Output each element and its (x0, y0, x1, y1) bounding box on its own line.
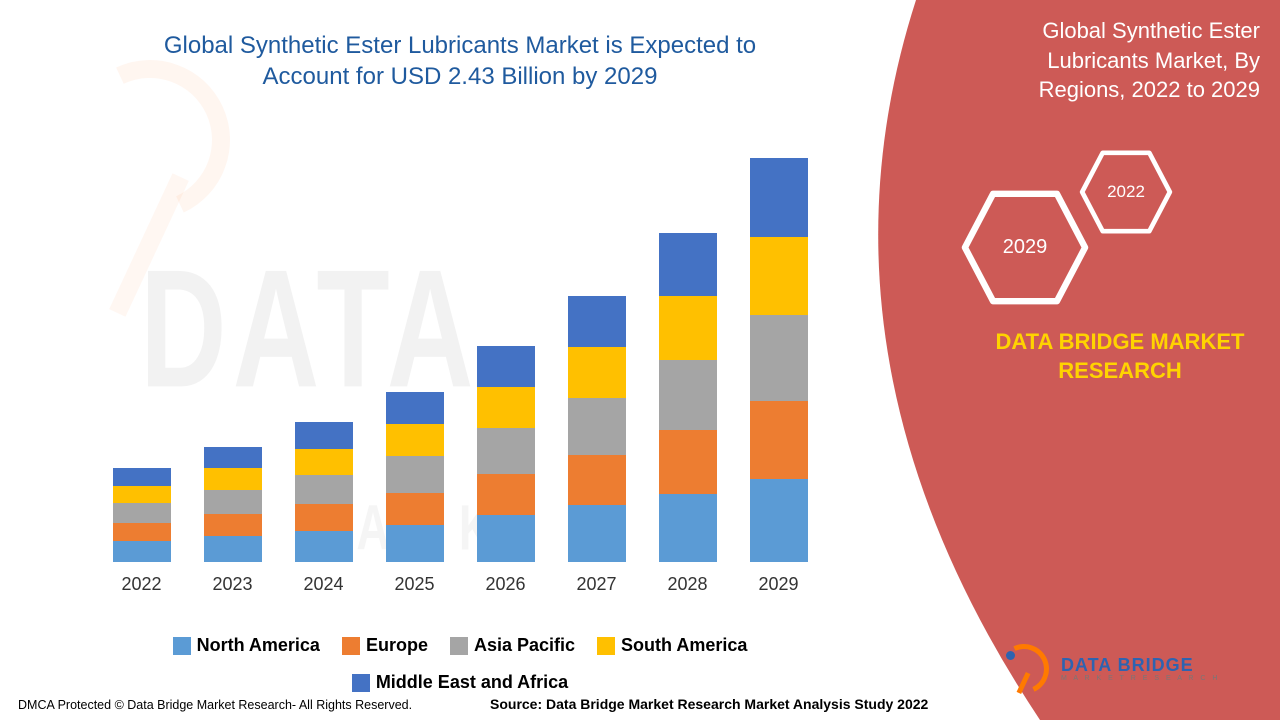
bar-segment (477, 428, 535, 474)
bar-segment (295, 531, 353, 562)
bar-segment (659, 430, 717, 494)
bar-segment (477, 474, 535, 515)
chart-plot-area: 2022 2023 2024 2025 2026 2027 2028 2029 (110, 155, 810, 595)
legend-swatch-icon (352, 674, 370, 692)
bar-segment (750, 401, 808, 479)
bar-segment (204, 536, 262, 562)
legend-label: Asia Pacific (474, 635, 575, 656)
bar-segment (659, 494, 717, 562)
x-axis-label: 2029 (758, 574, 798, 595)
x-axis-label: 2026 (485, 574, 525, 595)
bar-segment (113, 468, 171, 486)
x-axis-label: 2027 (576, 574, 616, 595)
bar-column: 2022 (110, 468, 173, 595)
legend-label: North America (197, 635, 320, 656)
legend-swatch-icon (342, 637, 360, 655)
bar-segment (477, 346, 535, 387)
bar-segment (113, 486, 171, 504)
bar-segment (113, 541, 171, 563)
legend-label: Europe (366, 635, 428, 656)
bar-column: 2028 (656, 233, 719, 595)
bar-segment (295, 449, 353, 475)
hex-label-small: 2022 (1078, 150, 1174, 234)
bar-segment (204, 468, 262, 490)
x-axis-label: 2024 (303, 574, 343, 595)
bar-segment (295, 504, 353, 530)
bar-segment (113, 503, 171, 523)
bar-segment (659, 296, 717, 360)
bar-segment (386, 456, 444, 492)
x-axis-label: 2022 (121, 574, 161, 595)
bar-segment (113, 523, 171, 541)
bar-segment (750, 315, 808, 401)
hexagon-graphic: 2029 2022 (960, 150, 1220, 330)
bar-segment (568, 398, 626, 455)
legend-item: South America (597, 635, 747, 656)
bar-segment (659, 360, 717, 430)
legend-item: Europe (342, 635, 428, 656)
bar-segment (386, 525, 444, 562)
bar-segment (295, 475, 353, 504)
chart-legend: North America Europe Asia Pacific South Ame… (80, 635, 840, 693)
bar-segment (750, 237, 808, 315)
bar-segment (750, 479, 808, 562)
legend-swatch-icon (173, 637, 191, 655)
bar-segment (568, 505, 626, 562)
bar-segment (295, 422, 353, 448)
bar-segment (204, 514, 262, 536)
bar-column: 2024 (292, 422, 355, 595)
legend-swatch-icon (597, 637, 615, 655)
logo-mark-icon (999, 644, 1049, 694)
logo-text-sub: M A R K E T R E S E A R C H (1061, 675, 1220, 682)
panel-brand-text: DATA BRIDGE MARKET RESEARCH (980, 328, 1260, 385)
bar-segment (659, 233, 717, 297)
bar-segment (204, 447, 262, 469)
legend-swatch-icon (450, 637, 468, 655)
bar-segment (386, 493, 444, 525)
bar-column: 2029 (747, 158, 810, 595)
legend-item: North America (173, 635, 320, 656)
bar-segment (204, 490, 262, 514)
bar-column: 2027 (565, 296, 628, 595)
x-axis-label: 2025 (394, 574, 434, 595)
side-panel: Global Synthetic Ester Lubricants Market… (840, 0, 1280, 720)
bar-segment (477, 515, 535, 562)
bar-segment (568, 296, 626, 347)
footer-logo: DATA BRIDGE M A R K E T R E S E A R C H (999, 644, 1220, 694)
bar-segment (568, 347, 626, 398)
bar-segment (750, 158, 808, 236)
legend-label: South America (621, 635, 747, 656)
bar-column: 2023 (201, 447, 264, 595)
x-axis-label: 2023 (212, 574, 252, 595)
bar-column: 2026 (474, 346, 537, 595)
bar-segment (386, 424, 444, 456)
legend-item: Asia Pacific (450, 635, 575, 656)
bar-segment (386, 392, 444, 424)
hex-label-big: 2029 (960, 190, 1090, 305)
bar-column: 2025 (383, 392, 446, 595)
chart-title: Global Synthetic Ester Lubricants Market… (120, 30, 800, 92)
x-axis-label: 2028 (667, 574, 707, 595)
panel-title: Global Synthetic Ester Lubricants Market… (960, 16, 1260, 105)
logo-text-main: DATA BRIDGE (1061, 655, 1194, 675)
legend-item: Middle East and Africa (352, 672, 568, 693)
footer-copyright: DMCA Protected © Data Bridge Market Rese… (18, 698, 412, 712)
legend-label: Middle East and Africa (376, 672, 568, 693)
bar-segment (477, 387, 535, 428)
bar-segment (568, 455, 626, 506)
